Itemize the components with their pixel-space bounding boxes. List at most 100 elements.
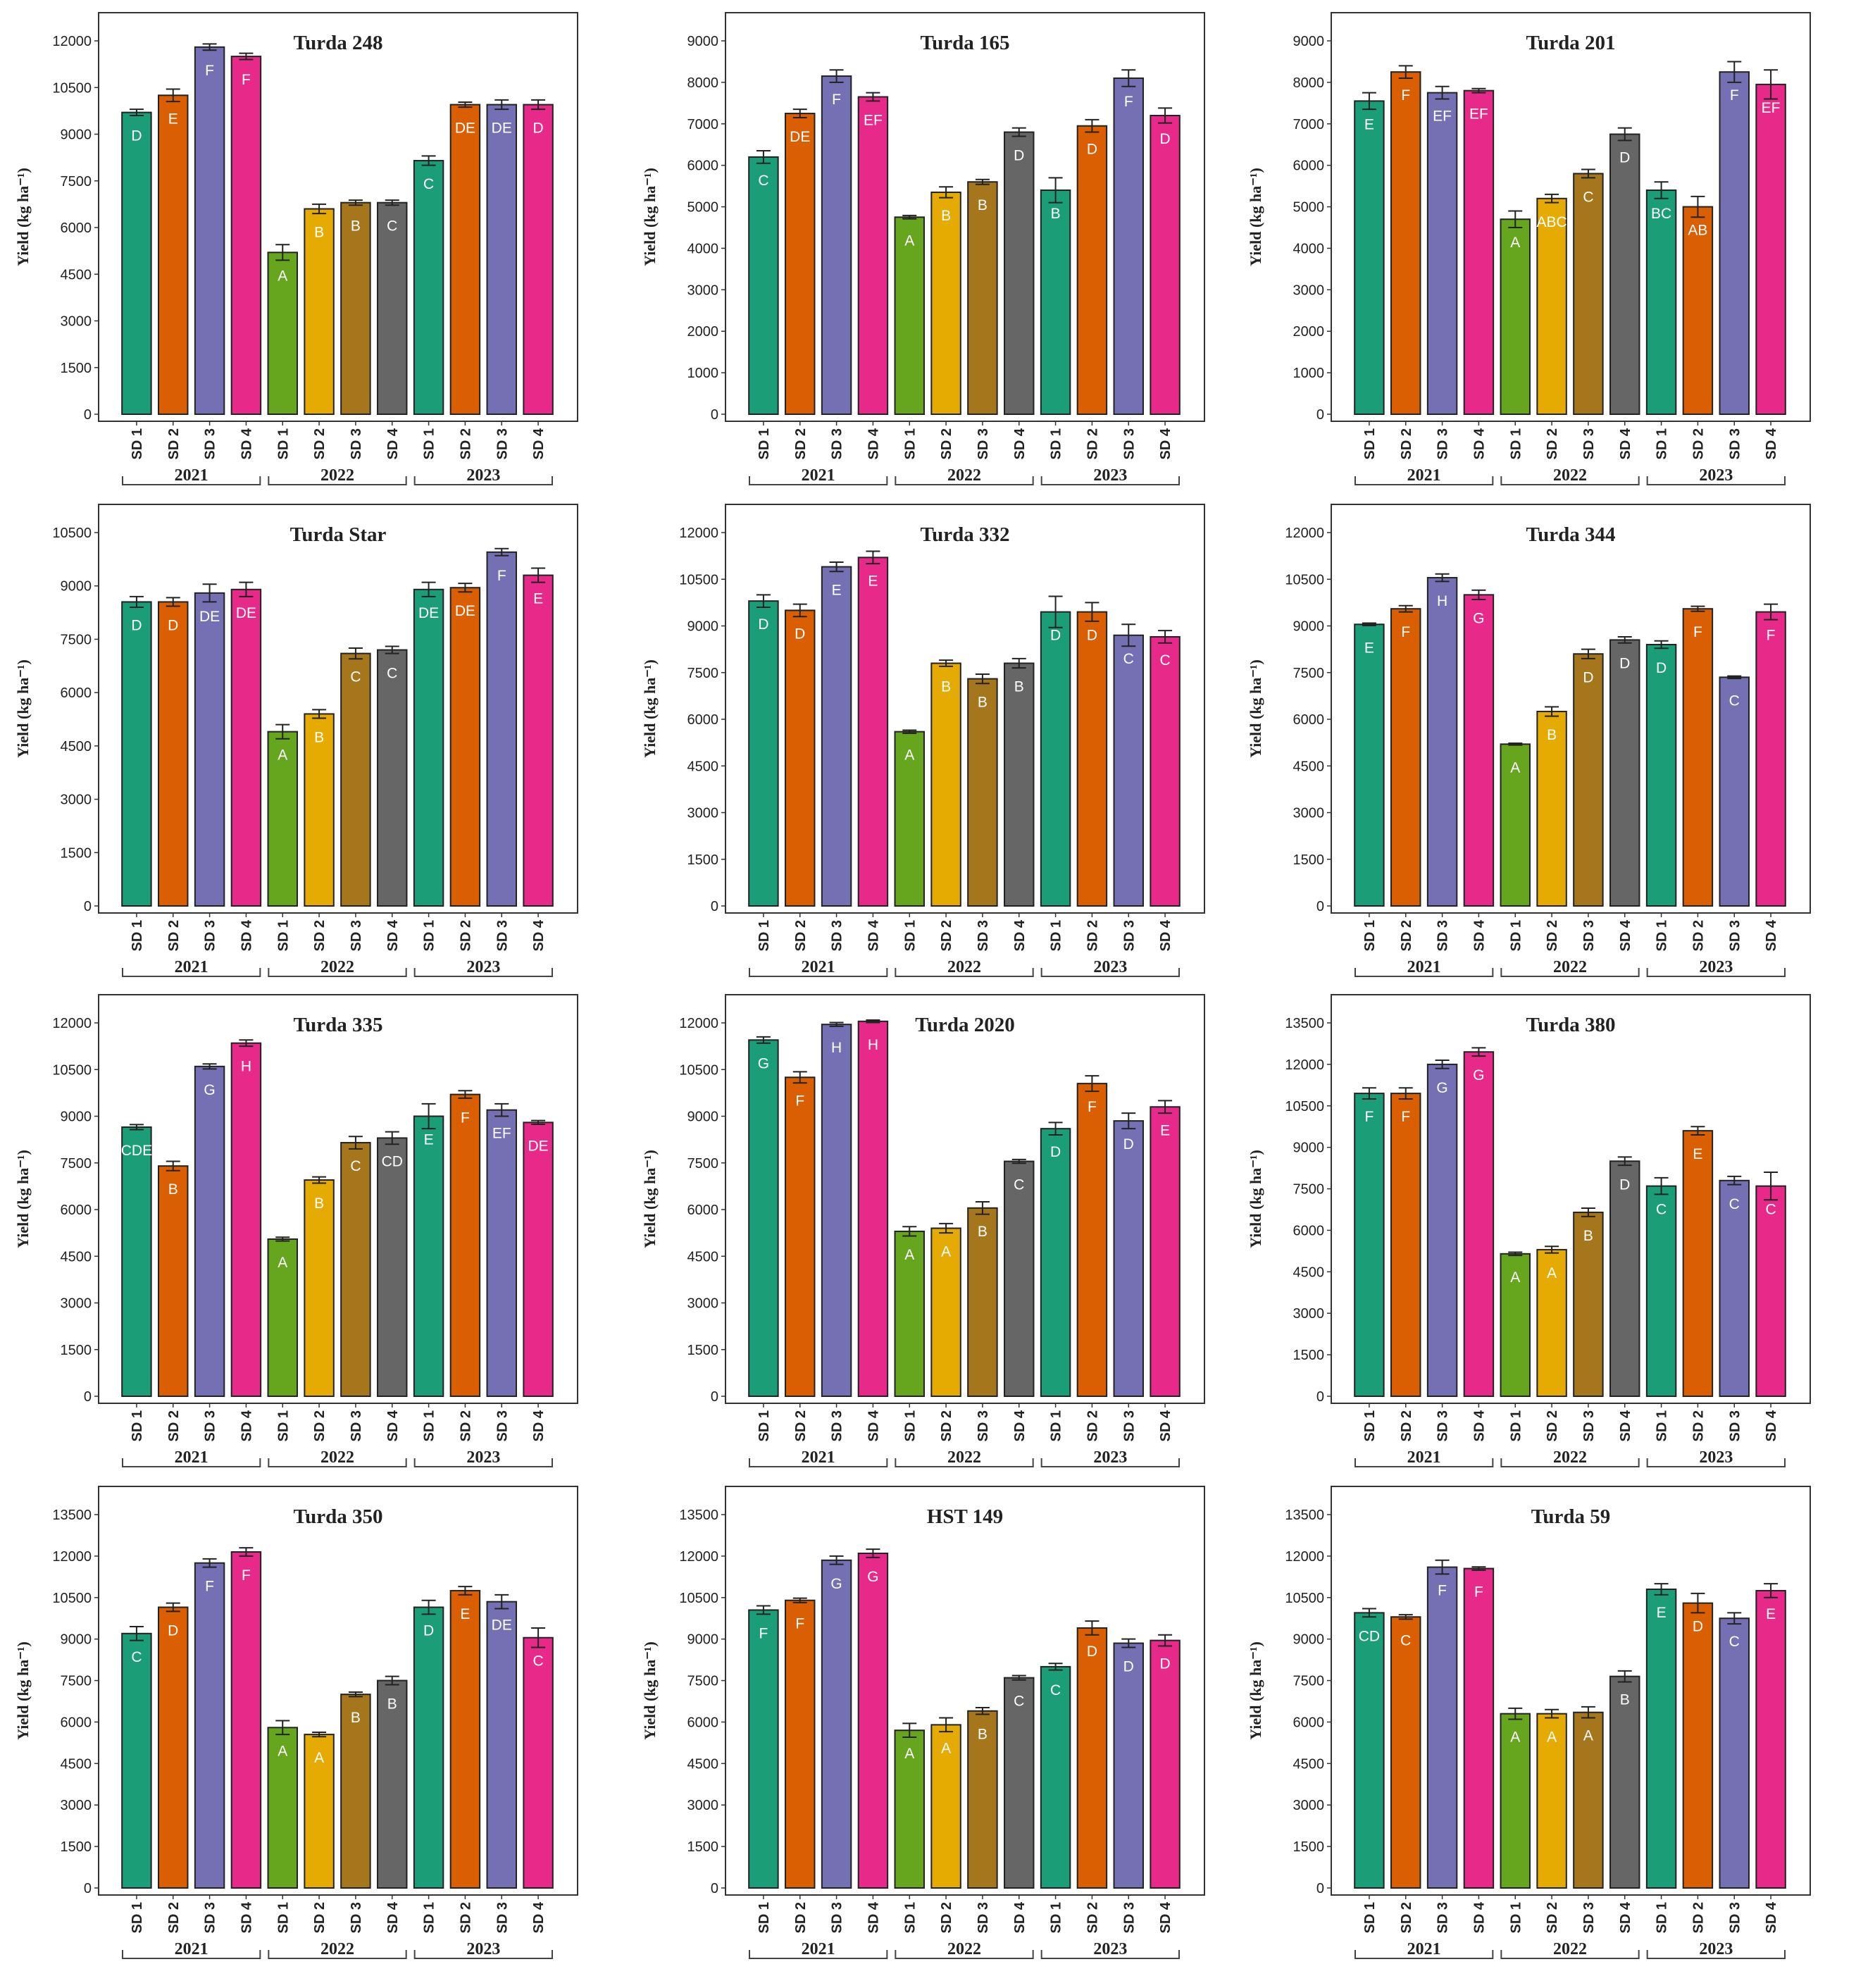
x-tick-label: SD 4: [239, 919, 254, 951]
x-tick-label: SD 1: [275, 1902, 291, 1933]
x-tick-label: SD 1: [275, 428, 291, 459]
x-tick-label: SD 2: [458, 1410, 473, 1441]
y-tick-label: 3000: [687, 282, 719, 298]
significance-letter: G: [830, 1576, 842, 1592]
x-tick-label: SD 4: [1012, 1901, 1028, 1933]
panel-9: Turda 350 0 1500 3000 4500 6000 7500 9000 10500 1…: [14, 1486, 578, 1959]
year-label: 2022: [320, 1448, 354, 1467]
y-axis-label: Yield (kg ha⁻¹): [14, 168, 32, 266]
y-tick-label: 12000: [52, 34, 92, 49]
x-tick-label: SD 2: [793, 1902, 809, 1933]
bar-2023-sd3: [486, 104, 517, 416]
y-tick-label: 1500: [61, 1343, 92, 1358]
bar-2021-sd2: [1390, 1093, 1421, 1397]
x-tick-label: SD 1: [756, 920, 772, 951]
significance-letter: C: [1014, 1694, 1024, 1710]
year-bracket: [1500, 476, 1640, 485]
significance-letter: B: [1051, 206, 1061, 222]
x-tick-label: SD 4: [1618, 919, 1633, 951]
x-tick-label: SD 2: [939, 920, 954, 951]
x-tick-label: SD 3: [1581, 920, 1597, 951]
y-axis-label: Yield (kg ha⁻¹): [1247, 659, 1264, 758]
y-tick-label: 9000: [61, 128, 92, 143]
significance-letter: E: [832, 583, 842, 599]
chart-title: Turda Star: [290, 523, 387, 546]
bar-2023-sd2: [1076, 611, 1108, 907]
y-axis-label: Yield (kg ha⁻¹): [14, 659, 32, 758]
x-tick-label: SD 2: [1085, 428, 1100, 459]
bar-2022-sd2: [930, 1724, 961, 1889]
significance-letter: A: [278, 1743, 287, 1759]
x-tick-label: SD 4: [1158, 1410, 1173, 1441]
bar-2021-sd1: [748, 1039, 779, 1397]
y-tick-label: 8000: [687, 75, 719, 91]
y-tick-label: 7500: [1293, 1674, 1325, 1689]
year-label: 2023: [466, 1940, 500, 1958]
significance-letter: F: [795, 1093, 804, 1109]
significance-letter: A: [278, 1255, 287, 1271]
x-tick-label: SD 4: [1618, 1901, 1633, 1933]
y-tick-label: 12000: [1285, 526, 1324, 541]
x-tick-label: SD 1: [1508, 428, 1524, 459]
significance-letter: DE: [236, 605, 256, 621]
significance-letter: F: [242, 1567, 251, 1584]
bar-2023-sd1: [1645, 1185, 1677, 1397]
y-tick-label: 3000: [687, 1296, 719, 1312]
y-tick-label: 9000: [687, 34, 719, 49]
bar-2023-sd3: [1719, 676, 1750, 907]
significance-letter: F: [1474, 1584, 1483, 1601]
x-tick-label: SD 3: [1727, 428, 1743, 459]
significance-letter: C: [532, 1653, 543, 1670]
significance-letter: D: [1014, 148, 1024, 164]
significance-letter: F: [1401, 624, 1410, 640]
bar-2023-sd2: [1682, 1130, 1714, 1397]
y-tick-label: 7000: [687, 117, 719, 132]
bar-2022-sd2: [304, 208, 335, 415]
year-bracket: [1646, 968, 1786, 977]
year-bracket: [749, 1950, 888, 1959]
significance-letter: B: [314, 729, 324, 745]
x-tick-label: SD 3: [1121, 1410, 1137, 1441]
year-bracket: [413, 1458, 553, 1467]
year-bracket: [413, 1950, 553, 1959]
chart-title: Turda 380: [1526, 1014, 1615, 1036]
bar-2021-sd3: [1426, 92, 1458, 415]
y-tick-label: 2000: [1293, 324, 1325, 340]
x-tick-label: SD 4: [531, 919, 547, 951]
significance-letter: B: [351, 218, 361, 235]
bar-2023-sd1: [413, 1115, 444, 1397]
x-tick-label: SD 1: [275, 1410, 291, 1441]
y-tick-label: 1500: [61, 1839, 92, 1855]
significance-letter: F: [497, 568, 506, 584]
x-tick-label: SD 2: [1545, 920, 1560, 951]
x-tick-label: SD 2: [1085, 920, 1100, 951]
significance-letter: D: [1656, 660, 1667, 676]
y-tick-label: 6000: [687, 1203, 719, 1218]
significance-letter: B: [1014, 679, 1024, 695]
year-bracket: [122, 968, 261, 977]
x-tick-label: SD 1: [422, 920, 437, 951]
y-tick-label: 8000: [1293, 75, 1325, 91]
bar-2022-sd2: [1536, 1713, 1567, 1889]
y-tick-label: 9000: [1293, 619, 1325, 635]
x-tick-label: SD 1: [130, 920, 145, 951]
significance-letter: A: [278, 747, 287, 764]
bar-2023-sd2: [449, 104, 481, 416]
year-label: 2022: [947, 958, 981, 976]
x-tick-label: SD 3: [1727, 1410, 1743, 1441]
y-tick-label: 0: [1316, 407, 1324, 423]
bar-2023-sd1: [413, 1606, 444, 1889]
y-tick-label: 12000: [1285, 1057, 1324, 1073]
y-tick-label: 0: [84, 1881, 92, 1896]
significance-letter: A: [278, 268, 287, 284]
year-label: 2023: [1699, 466, 1733, 485]
chart-title: Turda 248: [293, 32, 382, 54]
significance-letter: E: [424, 1132, 434, 1148]
x-tick-label: SD 1: [1049, 1410, 1064, 1441]
y-tick-label: 10500: [52, 80, 92, 96]
bar-2022-sd4: [1609, 1675, 1640, 1889]
x-tick-label: SD 4: [1764, 428, 1779, 459]
significance-letter: B: [978, 1727, 988, 1743]
year-bracket: [749, 476, 888, 485]
